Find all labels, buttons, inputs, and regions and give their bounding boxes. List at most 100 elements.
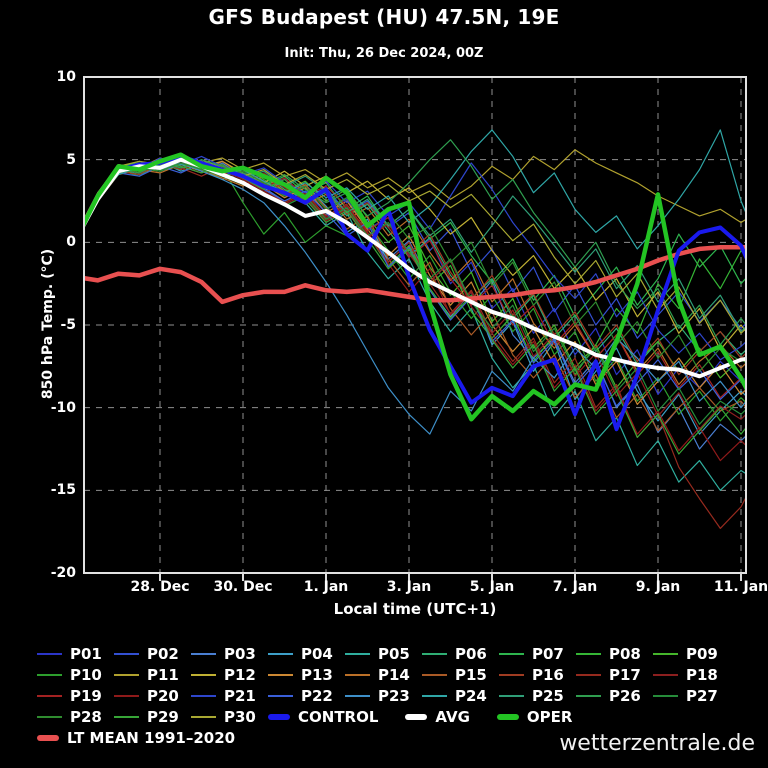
legend-item-p06: P06 <box>422 645 499 663</box>
legend-label: P04 <box>301 644 333 663</box>
legend-label: P15 <box>455 665 487 684</box>
legend-item-p27: P27 <box>653 687 730 705</box>
legend-swatch <box>576 652 601 655</box>
legend-label: P25 <box>532 686 564 705</box>
x-tick-label: 3. Jan <box>386 579 432 595</box>
legend-item-control: CONTROL <box>268 708 378 726</box>
legend-row: P01 P02 P03 P04 P05 P06 P07 P08 P09 <box>37 643 757 664</box>
legend-item-p30: P30 <box>191 708 268 726</box>
legend-label: P08 <box>609 644 641 663</box>
legend-item-p23: P23 <box>345 687 422 705</box>
legend-item-p29: P29 <box>114 708 191 726</box>
legend-item-p01: P01 <box>37 645 114 663</box>
legend-swatch <box>653 694 678 697</box>
legend-row: P10 P11 P12 P13 P14 P15 P16 P17 P18 <box>37 664 757 685</box>
legend-row: P28 P29 P30 CONTROL AVG OPER <box>37 706 757 727</box>
legend-swatch <box>496 713 519 720</box>
init-time-subtitle: Init: Thu, 26 Dec 2024, 00Z <box>284 46 484 61</box>
legend-swatch <box>37 652 62 655</box>
legend-swatch <box>422 652 447 655</box>
legend-label: P27 <box>686 686 718 705</box>
legend-label: P13 <box>301 665 333 684</box>
legend-label: P26 <box>609 686 641 705</box>
legend-label: P07 <box>532 644 564 663</box>
series-p22 <box>84 162 746 407</box>
legend-item-p15: P15 <box>422 666 499 684</box>
legend-swatch <box>653 652 678 655</box>
legend-swatch <box>345 652 370 655</box>
x-tick-label: 9. Jan <box>635 579 681 595</box>
legend-swatch <box>37 673 62 676</box>
legend-swatch <box>499 652 524 655</box>
legend-swatch <box>191 673 216 676</box>
legend-swatch <box>422 694 447 697</box>
legend-item-p03: P03 <box>191 645 268 663</box>
legend-swatch <box>345 694 370 697</box>
legend-label: P21 <box>224 686 256 705</box>
legend-swatch <box>37 734 59 741</box>
legend-item-p05: P05 <box>345 645 422 663</box>
legend-label: P03 <box>224 644 256 663</box>
legend-swatch <box>191 715 216 718</box>
legend-swatch <box>268 713 290 720</box>
legend-label: P14 <box>378 665 410 684</box>
legend-label: OPER <box>526 707 573 726</box>
legend-label: P02 <box>147 644 179 663</box>
legend-label: P11 <box>147 665 179 684</box>
x-axis-label: Local time (UTC+1) <box>333 600 497 618</box>
legend-swatch <box>268 652 293 655</box>
legend-row: P19 P20 P21 P22 P23 P24 P25 P26 P27 <box>37 685 757 706</box>
legend-item-p10: P10 <box>37 666 114 684</box>
y-tick-label--10: -10 <box>50 399 76 416</box>
x-tick-label: 11. Jan <box>713 579 768 595</box>
legend-item-p08: P08 <box>576 645 653 663</box>
legend-label: P09 <box>686 644 718 663</box>
legend-swatch <box>114 673 139 676</box>
legend-swatch <box>268 673 293 676</box>
legend-item-oper: OPER <box>496 707 573 726</box>
x-tick-label: 7. Jan <box>552 579 598 595</box>
x-axis-tick-marks <box>159 573 742 581</box>
y-tick-label-10: 10 <box>56 69 76 85</box>
y-tick-label--15: -15 <box>50 482 76 499</box>
legend-label: AVG <box>435 707 470 726</box>
legend-item-p11: P11 <box>114 666 191 684</box>
legend-swatch <box>405 713 428 720</box>
legend-swatch <box>114 715 139 718</box>
y-tick-label-0: 0 <box>66 234 76 251</box>
legend-label: P23 <box>378 686 410 705</box>
legend-label: P30 <box>224 707 256 726</box>
legend-item-p16: P16 <box>499 666 576 684</box>
legend-item-p12: P12 <box>191 666 268 684</box>
chart-title: GFS Budapest (HU) 47.5N, 19E <box>208 5 560 29</box>
legend-item-p02: P02 <box>114 645 191 663</box>
x-tick-label: 5. Jan <box>469 579 515 595</box>
legend-label: P05 <box>378 644 410 663</box>
y-tick-label-5: 5 <box>66 151 76 168</box>
x-tick-label: 30. Dec <box>213 579 273 595</box>
series-p29 <box>84 160 746 455</box>
legend-item-p22: P22 <box>268 687 345 705</box>
legend-label: P17 <box>609 665 641 684</box>
legend-item-p14: P14 <box>345 666 422 684</box>
series-control <box>84 154 746 432</box>
legend-swatch <box>576 694 601 697</box>
legend-item-p18: P18 <box>653 666 730 684</box>
legend-item-lt-mean-1991–2020: LT MEAN 1991–2020 <box>37 729 235 747</box>
legend-label: P28 <box>70 707 102 726</box>
plot-frame <box>83 76 747 574</box>
legend-item-p20: P20 <box>114 687 191 705</box>
legend-label: P10 <box>70 665 102 684</box>
legend-swatch <box>653 673 678 676</box>
brand-wordmark: wetterzentrale.de <box>559 731 755 756</box>
legend-item-p13: P13 <box>268 666 345 684</box>
legend-swatch <box>114 652 139 655</box>
legend-swatch <box>345 673 370 676</box>
legend-swatch <box>37 715 62 718</box>
legend-swatch <box>37 694 62 697</box>
legend-item-p26: P26 <box>576 687 653 705</box>
x-tick-label: 28. Dec <box>130 579 190 595</box>
legend-label: P24 <box>455 686 487 705</box>
legend: P01 P02 P03 P04 P05 P06 P07 P08 P09 P10 P11 P12 P13 P… <box>37 643 757 748</box>
